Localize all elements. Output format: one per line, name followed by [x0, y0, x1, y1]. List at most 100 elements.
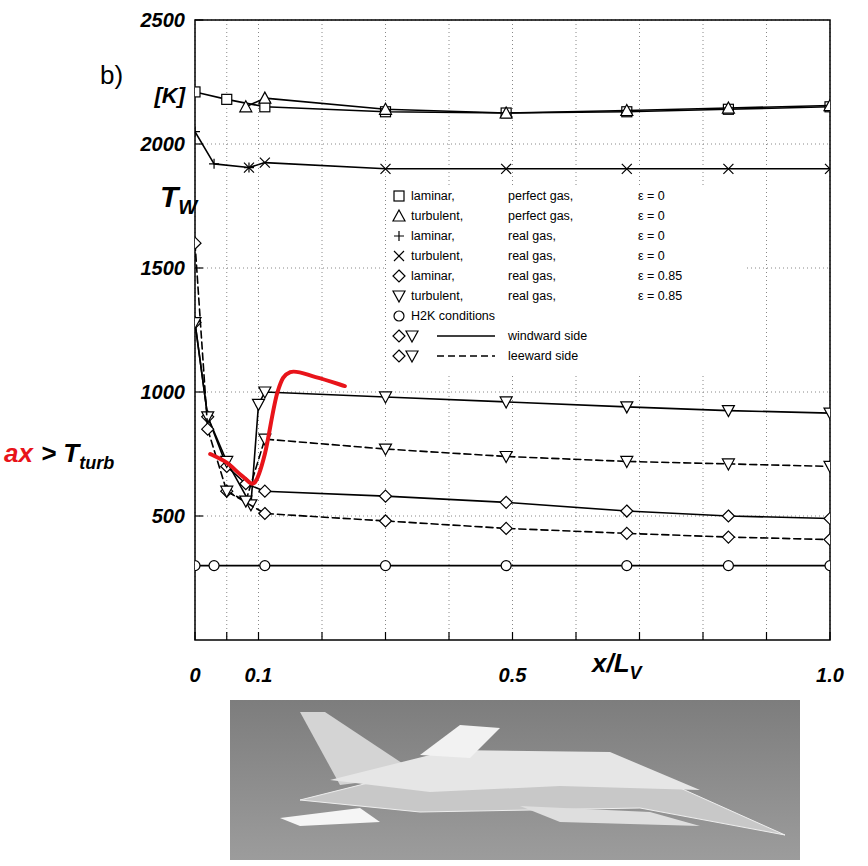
data-point	[500, 107, 512, 118]
legend-label: real gas,	[508, 249, 556, 263]
data-point	[221, 486, 233, 497]
legend-label: ε = 0.85	[638, 289, 682, 303]
data-point	[240, 101, 252, 112]
legend-label: ε = 0	[638, 189, 665, 203]
legend-label: perfect gas,	[508, 189, 573, 203]
data-point	[221, 485, 233, 497]
data-point	[722, 406, 734, 417]
vehicle-upper-fin	[420, 725, 500, 758]
y-axis-unit: [K]	[153, 83, 185, 108]
data-point	[209, 159, 219, 169]
series-line	[227, 439, 830, 501]
data-point	[381, 561, 391, 571]
legend-label: ε = 0	[638, 229, 665, 243]
x-tick-label: 1.0	[816, 664, 844, 686]
legend-label: leeward side	[508, 349, 578, 363]
legend-label: turbulent,	[411, 209, 463, 223]
y-tick-label: 1000	[141, 381, 186, 403]
legend-label: real gas,	[508, 289, 556, 303]
legend-symbol	[394, 311, 404, 321]
data-point	[722, 459, 734, 470]
data-point	[259, 485, 271, 497]
vehicle-background	[230, 700, 800, 860]
x-axis-title: x/LV	[590, 648, 644, 683]
legend-label: windward side	[507, 329, 587, 343]
data-point	[380, 444, 392, 455]
data-point	[222, 94, 232, 104]
plot-frame	[195, 20, 830, 640]
series-line	[249, 163, 830, 169]
legend-symbol	[393, 210, 405, 221]
y-tick-label: 1500	[141, 257, 186, 279]
x-tick	[702, 632, 703, 640]
data-group	[195, 87, 830, 571]
data-point	[195, 561, 200, 571]
legend-label: laminar,	[411, 189, 455, 203]
legend-label: turbulent,	[411, 289, 463, 303]
vehicle-image	[230, 700, 800, 860]
legend-symbol	[393, 330, 405, 342]
series-line	[195, 92, 830, 113]
vehicle-wing-highlight	[280, 808, 380, 826]
data-point	[622, 164, 632, 174]
x-grid-line	[226, 20, 227, 640]
data-point	[621, 105, 633, 116]
data-point	[202, 423, 214, 435]
x-tick	[258, 632, 259, 640]
data-point	[500, 496, 512, 508]
legend-symbol	[406, 331, 418, 342]
legend-symbol	[406, 351, 418, 362]
legend: laminar,perfect gas,ε = 0turbulent,perfe…	[387, 186, 747, 374]
x-tick	[639, 632, 640, 640]
legend-label: H2K conditions	[411, 309, 495, 323]
legend-symbol	[394, 251, 404, 261]
x-axis-title-main: x/L	[590, 648, 630, 678]
data-point	[722, 102, 734, 113]
data-point	[195, 127, 200, 137]
data-point	[500, 522, 512, 534]
data-point	[259, 92, 271, 103]
data-point	[723, 561, 733, 571]
data-point	[240, 496, 252, 507]
y-axis-title-subscript: W	[178, 196, 199, 218]
series-line	[210, 371, 345, 483]
data-point	[380, 392, 392, 403]
x-tick-label: 0.1	[245, 664, 273, 686]
data-point	[825, 164, 830, 174]
data-point	[825, 561, 830, 571]
data-point	[621, 402, 633, 413]
y-tick-label: 500	[152, 505, 185, 527]
data-point	[824, 512, 830, 524]
data-point	[380, 515, 392, 527]
y-tick-label: 2500	[140, 9, 186, 31]
data-point	[824, 461, 830, 472]
legend-label: ε = 0	[638, 209, 665, 223]
legend-label: real gas,	[508, 229, 556, 243]
x-tick	[385, 632, 386, 640]
x-tick	[575, 632, 576, 640]
vehicle-body-highlight	[520, 806, 700, 826]
y-axis-title: TW	[160, 180, 199, 218]
chart: 500100015002000250000.10.51.0laminar,per…	[0, 0, 868, 866]
data-point	[244, 163, 254, 173]
legend-line-sample	[437, 355, 495, 356]
data-point	[722, 531, 734, 543]
data-point	[621, 527, 633, 539]
data-point	[244, 163, 254, 173]
data-point	[209, 561, 219, 571]
data-point	[500, 397, 512, 408]
panel-label: b)	[100, 60, 123, 90]
y-tick	[195, 515, 203, 516]
annotation: ax> Tturb	[4, 438, 114, 473]
legend-symbol	[393, 270, 405, 282]
legend-label: laminar,	[411, 229, 455, 243]
legend-label: laminar,	[411, 269, 455, 283]
annotation-part: ax	[4, 438, 34, 468]
legend-label: ε = 0.85	[638, 269, 682, 283]
data-point	[621, 456, 633, 467]
data-point	[824, 100, 830, 111]
data-point	[621, 505, 633, 517]
legend-line-sample	[437, 335, 495, 336]
data-point	[824, 408, 830, 419]
x-tick	[766, 632, 767, 640]
